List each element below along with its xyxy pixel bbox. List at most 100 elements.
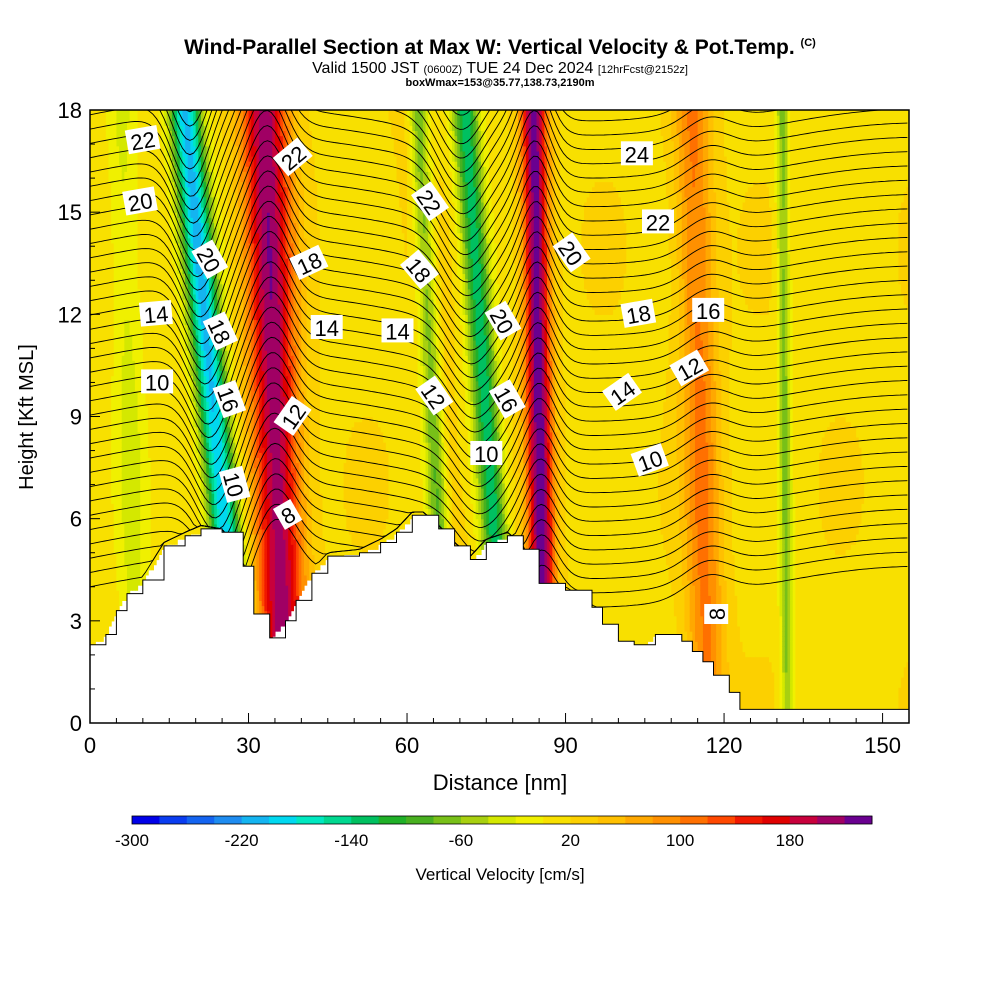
field-cell [156, 518, 160, 525]
field-cell [158, 191, 162, 198]
field-cell [116, 263, 120, 269]
field-cell [95, 176, 99, 183]
field-cell [158, 161, 162, 167]
field-cell [163, 253, 168, 259]
field-cell [145, 406, 149, 412]
field-cell [145, 258, 149, 264]
field-cell [163, 523, 168, 530]
field-cell [158, 242, 162, 249]
field-cell [119, 258, 123, 264]
field-cell [124, 360, 128, 367]
field-cell [119, 396, 123, 402]
field-cell [156, 161, 160, 167]
field-cell [161, 135, 165, 142]
field-cell [119, 207, 123, 213]
field-cell [166, 360, 170, 367]
field-cell [145, 436, 149, 443]
field-cell [142, 406, 147, 412]
field-cell [121, 498, 125, 504]
field-cell [137, 411, 141, 418]
field-cell [92, 370, 96, 377]
field-cell [113, 579, 118, 586]
field-cell [119, 426, 123, 433]
field-cell [161, 283, 165, 290]
field-cell [97, 585, 102, 591]
field-cell [158, 222, 162, 229]
field-cell [97, 513, 102, 520]
field-cell [108, 334, 112, 341]
field-cell [140, 360, 144, 367]
field-cell [126, 436, 131, 443]
field-cell [161, 201, 165, 208]
field-cell [158, 186, 162, 193]
field-cell [90, 339, 94, 346]
field-cell [148, 181, 152, 188]
field-cell [137, 115, 141, 121]
field-cell [150, 227, 154, 234]
field-cell [121, 385, 125, 392]
field-cell [161, 247, 165, 254]
field-cell [100, 293, 104, 300]
field-cell [95, 355, 99, 361]
field-cell [100, 365, 104, 372]
field-cell [100, 329, 104, 336]
field-cell [95, 457, 99, 464]
field-cell [163, 467, 168, 474]
field-cell [161, 447, 165, 453]
field-cell [100, 299, 104, 305]
field-cell [134, 181, 139, 188]
field-cell [142, 334, 147, 341]
field-cell [108, 396, 112, 402]
field-cell [150, 217, 154, 223]
field-cell [111, 273, 115, 280]
field-cell [129, 523, 133, 530]
field-cell [121, 207, 125, 213]
field-cell [158, 406, 162, 412]
field-cell [134, 217, 139, 223]
field-cell [132, 176, 136, 183]
field-cell [156, 268, 160, 275]
field-cell [111, 549, 115, 556]
field-cell [100, 380, 104, 387]
field-cell [92, 493, 96, 499]
field-cell [92, 232, 96, 239]
field-cell [126, 125, 131, 132]
field-cell [100, 610, 104, 617]
field-cell [119, 375, 123, 382]
field-cell [111, 564, 115, 571]
field-cell [153, 523, 157, 530]
field-cell [156, 431, 160, 438]
field-cell [161, 508, 165, 515]
field-cell [105, 595, 110, 601]
field-cell [142, 401, 147, 407]
field-cell [119, 452, 123, 458]
field-cell [108, 549, 112, 556]
field-cell [90, 401, 94, 407]
field-cell [145, 523, 149, 530]
field-cell [97, 350, 102, 356]
field-cell [116, 549, 120, 556]
field-cell [163, 110, 168, 116]
field-cell [108, 385, 112, 392]
field-cell [132, 411, 136, 418]
field-cell [166, 350, 170, 356]
field-cell [108, 411, 112, 418]
field-cell [97, 304, 102, 310]
field-cell [100, 161, 104, 167]
field-cell [111, 176, 115, 183]
field-cell [158, 431, 162, 438]
field-cell [92, 452, 96, 458]
field-cell [126, 278, 131, 285]
field-cell [124, 375, 128, 382]
field-cell [158, 115, 162, 121]
field-cell [129, 314, 133, 321]
field-cell [121, 579, 125, 586]
field-cell [119, 176, 123, 183]
field-cell [90, 227, 94, 234]
field-cell [166, 396, 170, 402]
field-cell [132, 452, 136, 458]
field-cell [132, 293, 136, 300]
field-cell [132, 299, 136, 305]
field-cell [148, 431, 152, 438]
field-cell [156, 406, 160, 412]
